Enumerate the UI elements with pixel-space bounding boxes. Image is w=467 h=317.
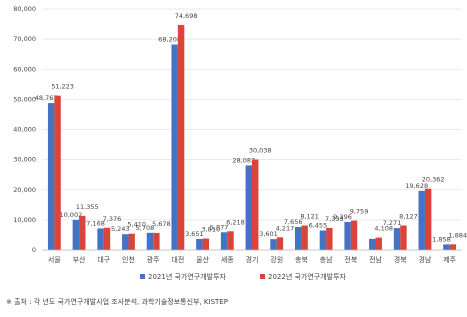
bar (196, 239, 203, 250)
bar (146, 232, 154, 250)
bar (344, 221, 351, 250)
x-tick-label: 전남 (369, 255, 382, 264)
data-label: 5,877 (210, 223, 229, 231)
bar (400, 225, 407, 250)
data-label: 68,208 (158, 36, 181, 44)
data-label: 7,168 (86, 219, 105, 227)
data-label: 5,678 (152, 220, 171, 228)
bar (443, 244, 450, 250)
bar (375, 237, 382, 250)
x-tick-label: 경기 (246, 255, 259, 264)
bar (326, 227, 333, 250)
x-tick-label: 전북 (344, 255, 357, 264)
data-label: 10,002 (59, 211, 82, 219)
data-label: 7,376 (103, 215, 122, 223)
bar (393, 228, 401, 250)
data-label: 7,271 (383, 219, 402, 227)
x-tick-label: 대전 (171, 255, 184, 264)
data-label: 8,127 (399, 213, 418, 221)
y-tick-label: 40,000 (13, 126, 36, 134)
data-label: 4,108 (374, 225, 393, 233)
bar (252, 159, 259, 250)
y-tick-label: 0 (32, 246, 36, 254)
bar (319, 230, 327, 250)
data-label: 3,651 (185, 230, 204, 238)
y-tick-label: 60,000 (13, 65, 36, 73)
data-label: 3,601 (259, 230, 278, 238)
bar (424, 188, 432, 250)
data-label: 5,708 (136, 224, 155, 232)
x-tick-label: 인천 (122, 255, 135, 264)
bar (153, 232, 160, 250)
bar (79, 215, 86, 250)
data-label: 6,218 (226, 218, 245, 226)
data-label: 8,121 (300, 213, 319, 221)
x-tick-label: 울산 (196, 255, 209, 264)
x-tick-label: 충남 (320, 255, 333, 264)
bar (245, 165, 252, 250)
y-tick-label: 80,000 (13, 5, 36, 13)
bar (177, 24, 185, 250)
bar (227, 231, 234, 250)
y-tick-label: 30,000 (13, 156, 36, 164)
y-tick-label: 70,000 (13, 35, 36, 43)
x-tick-label: 강원 (270, 255, 283, 264)
bar (449, 244, 457, 250)
data-label: 51,223 (51, 83, 74, 91)
x-tick-label: 광주 (147, 256, 160, 264)
data-label: 28,082 (232, 156, 255, 164)
bar (418, 190, 425, 250)
x-tick-label: 세종 (221, 255, 234, 264)
data-label: 11,355 (76, 203, 99, 211)
y-tick-label: 10,000 (13, 216, 36, 224)
bar (369, 238, 376, 250)
data-label: 48,767 (35, 94, 58, 102)
bar (294, 226, 302, 250)
data-label: 9,759 (350, 208, 369, 216)
data-label: 7,656 (284, 218, 303, 226)
bar (103, 227, 111, 250)
data-label: 5,410 (127, 221, 146, 229)
x-tick-label: 부산 (73, 255, 86, 264)
data-label: 4,217 (276, 224, 295, 232)
bar (47, 103, 55, 250)
x-tick-label: 경남 (418, 255, 431, 264)
data-label: 74,698 (175, 12, 198, 20)
bar (128, 233, 135, 250)
bar (202, 238, 210, 250)
x-tick-label: 충북 (295, 255, 308, 264)
y-tick-label: 50,000 (13, 95, 36, 103)
data-label: 30,038 (249, 147, 272, 155)
data-label: 9,296 (333, 213, 352, 221)
data-label: 3,810 (201, 226, 220, 234)
x-tick-label: 대구 (97, 256, 110, 264)
bar (72, 219, 80, 250)
x-tick-label: 서울 (48, 255, 61, 264)
data-label: 7,333 (325, 215, 344, 223)
data-label: 20,362 (422, 176, 445, 184)
legend-label: 2022년 국가연구개발투자 (268, 272, 347, 281)
x-tick-label: 경북 (394, 255, 407, 264)
bar (301, 225, 308, 250)
data-label: 1,858 (432, 235, 451, 243)
legend-swatch (140, 274, 145, 279)
bar (220, 232, 228, 250)
bar (276, 237, 284, 250)
bar (270, 239, 277, 250)
data-label: 19,628 (405, 182, 428, 190)
y-tick-label: 20,000 (13, 186, 36, 194)
legend-label: 2021년 국가연구개발투자 (148, 272, 227, 281)
bar (122, 234, 129, 250)
bar (350, 220, 358, 250)
bar (54, 95, 61, 251)
bar (171, 44, 178, 250)
legend-swatch (260, 274, 265, 279)
x-tick-label: 제주 (443, 256, 456, 264)
data-label: 1,884 (449, 231, 467, 239)
data-label: 5,243 (111, 225, 130, 233)
footnote: ※ 출처 : 각 년도 국가연구개발사업 조사분석, 과학기술정보통신부, KI… (6, 297, 228, 306)
data-label: 6,455 (309, 222, 328, 230)
bar (97, 228, 104, 250)
